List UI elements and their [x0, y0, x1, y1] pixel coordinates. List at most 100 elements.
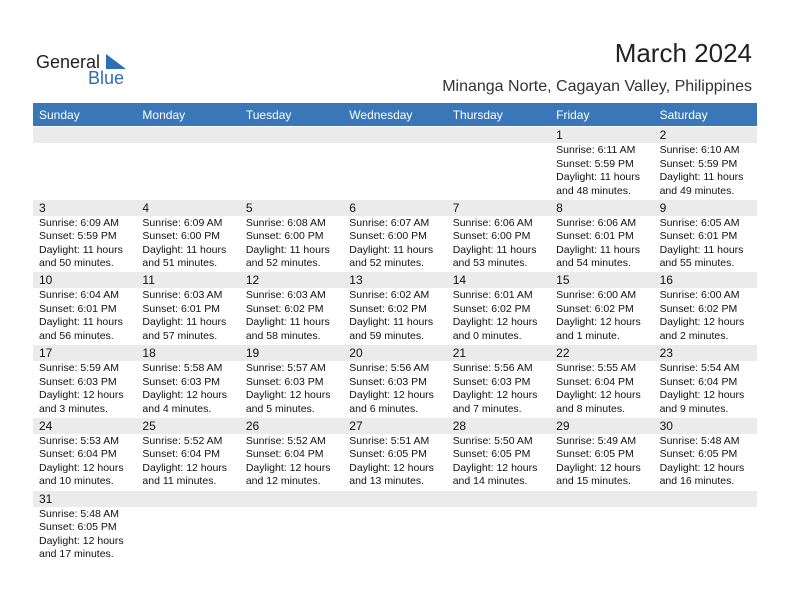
day-info: Sunrise: 5:53 AM [39, 434, 119, 447]
day-info: Daylight: 11 hours [659, 243, 744, 256]
logo-word: Blue [88, 68, 125, 88]
day-info: Sunrise: 5:48 AM [39, 507, 119, 520]
day-info: Sunset: 6:00 PM [452, 230, 531, 243]
day-info: Daylight: 11 hours [39, 316, 123, 329]
day-info: Sunrise: 5:52 AM [142, 434, 223, 447]
week-band [33, 490, 757, 507]
subtitle: Minanga Norte, Cagayan Valley, Philippin… [442, 78, 752, 95]
day-info: and 59 minutes. [349, 329, 424, 342]
day-info: Sunset: 6:03 PM [245, 375, 324, 388]
day-info: and 58 minutes. [245, 329, 321, 342]
day-info: Sunrise: 5:56 AM [349, 362, 430, 375]
day-info: Sunset: 6:02 PM [659, 302, 738, 315]
day-info: and 16 minutes. [659, 475, 735, 488]
day-info: Sunrise: 6:09 AM [142, 216, 223, 229]
day-number: 26 [245, 418, 260, 433]
day-info: Sunset: 6:04 PM [39, 448, 117, 461]
day-info: and 10 minutes. [39, 475, 114, 488]
day-info: Sunset: 6:05 PM [556, 448, 634, 461]
day-info: Sunset: 6:04 PM [142, 448, 221, 461]
day-info: and 7 minutes. [452, 402, 522, 415]
day-info: and 49 minutes. [659, 184, 735, 197]
day-info: Daylight: 12 hours [659, 461, 745, 474]
day-number: 27 [349, 418, 363, 433]
day-info: Sunset: 5:59 PM [556, 157, 634, 170]
week-band [33, 345, 757, 362]
day-number: 28 [452, 418, 467, 433]
day-info: Sunrise: 5:58 AM [142, 362, 223, 375]
day-info: and 51 minutes. [142, 257, 218, 270]
day-info: and 12 minutes. [245, 475, 321, 488]
day-info: Sunset: 6:02 PM [452, 302, 531, 315]
day-number: 5 [245, 200, 253, 215]
day-number: 14 [452, 273, 467, 288]
day-info: Sunrise: 5:59 AM [39, 362, 119, 375]
day-info: Sunrise: 6:01 AM [452, 289, 533, 302]
day-info: Daylight: 11 hours [556, 171, 640, 183]
day-number: 20 [349, 346, 363, 361]
day-number: 9 [659, 200, 667, 215]
day-info: Sunset: 5:59 PM [39, 230, 117, 243]
day-info: and 48 minutes. [556, 184, 631, 197]
weekday-label: Wednesday [349, 108, 413, 122]
day-info: Sunrise: 5:51 AM [349, 434, 430, 447]
day-info: Sunset: 6:02 PM [245, 302, 324, 315]
day-info: and 53 minutes. [452, 257, 528, 270]
day-number: 1 [556, 128, 563, 142]
day-info: Sunrise: 6:00 AM [556, 289, 637, 302]
day-info: and 13 minutes. [349, 475, 424, 488]
day-info: Daylight: 12 hours [142, 389, 228, 402]
day-info: Daylight: 12 hours [39, 461, 124, 474]
day-info: Sunset: 6:04 PM [556, 375, 634, 388]
day-info: Daylight: 12 hours [556, 461, 641, 474]
week-band [33, 272, 757, 289]
weekday-label: Monday [142, 108, 186, 122]
day-info: Daylight: 12 hours [245, 461, 331, 474]
week-band [33, 199, 757, 216]
day-info: Sunrise: 6:06 AM [452, 216, 533, 229]
day-info: Daylight: 11 hours [659, 171, 744, 183]
day-info: Sunrise: 5:52 AM [245, 434, 326, 447]
day-info: Sunset: 6:05 PM [659, 448, 738, 461]
day-info: and 2 minutes. [659, 329, 729, 342]
day-info: Sunset: 6:02 PM [556, 302, 634, 315]
day-info: Sunset: 6:05 PM [39, 521, 117, 533]
day-info: Sunset: 6:03 PM [142, 375, 221, 388]
day-info: Sunset: 6:01 PM [142, 302, 221, 315]
day-info: Sunset: 6:04 PM [659, 375, 738, 388]
day-info: and 5 minutes. [245, 402, 315, 415]
day-info: Daylight: 12 hours [659, 389, 745, 402]
day-info: Sunrise: 6:02 AM [349, 289, 430, 302]
day-info: Sunrise: 6:06 AM [556, 216, 637, 229]
day-info: Sunrise: 5:57 AM [245, 362, 326, 375]
day-info: Sunset: 5:59 PM [659, 157, 738, 170]
day-info: Sunrise: 6:07 AM [349, 216, 430, 229]
day-info: and 57 minutes. [142, 329, 218, 342]
day-info: Sunrise: 5:49 AM [556, 434, 637, 447]
day-info: Sunset: 6:04 PM [245, 448, 324, 461]
day-number: 23 [659, 346, 673, 361]
day-info: and 15 minutes. [556, 475, 631, 488]
day-info: and 3 minutes. [39, 402, 108, 415]
day-info: and 9 minutes. [659, 402, 729, 415]
day-info: Sunset: 6:00 PM [349, 230, 427, 243]
logo-icon [106, 54, 126, 69]
day-info: and 52 minutes. [245, 257, 321, 270]
day-info: and 50 minutes. [39, 257, 114, 270]
logo-word: General [36, 52, 101, 72]
day-info: and 17 minutes. [39, 548, 114, 560]
day-info: Sunrise: 5:54 AM [659, 362, 740, 375]
day-info: and 8 minutes. [556, 402, 626, 415]
day-info: and 14 minutes. [452, 475, 528, 488]
day-info: Sunrise: 6:11 AM [556, 144, 636, 156]
weekday-label: Tuesday [245, 108, 292, 122]
week-band [33, 127, 757, 143]
day-info: and 52 minutes. [349, 257, 424, 270]
day-number: 17 [39, 346, 53, 361]
day-info: Sunset: 6:05 PM [349, 448, 427, 461]
day-info: Sunrise: 5:50 AM [452, 434, 533, 447]
week-band [33, 417, 757, 434]
day-number: 18 [142, 346, 156, 361]
day-number: 12 [245, 273, 260, 288]
